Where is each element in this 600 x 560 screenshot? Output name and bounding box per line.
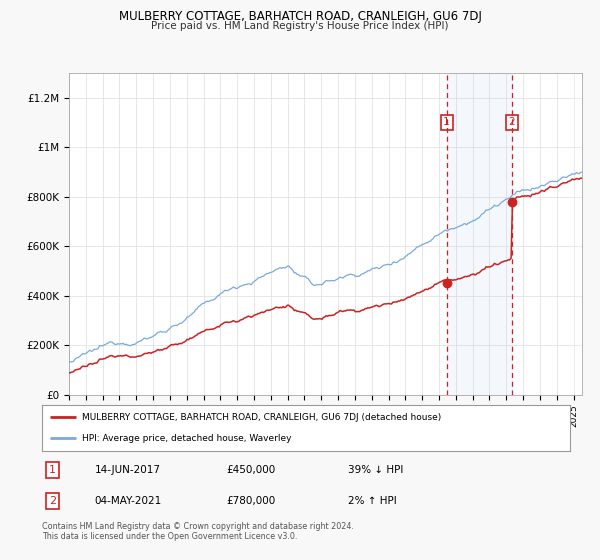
Text: 2: 2 — [49, 496, 56, 506]
Text: 39% ↓ HPI: 39% ↓ HPI — [348, 465, 404, 475]
Text: MULBERRY COTTAGE, BARHATCH ROAD, CRANLEIGH, GU6 7DJ: MULBERRY COTTAGE, BARHATCH ROAD, CRANLEI… — [119, 10, 481, 23]
Text: £780,000: £780,000 — [227, 496, 276, 506]
Text: MULBERRY COTTAGE, BARHATCH ROAD, CRANLEIGH, GU6 7DJ (detached house): MULBERRY COTTAGE, BARHATCH ROAD, CRANLEI… — [82, 413, 441, 422]
Text: Price paid vs. HM Land Registry's House Price Index (HPI): Price paid vs. HM Land Registry's House … — [151, 21, 449, 31]
Bar — [574, 73, 582, 395]
Text: £450,000: £450,000 — [227, 465, 276, 475]
Text: 1: 1 — [49, 465, 56, 475]
Text: 1: 1 — [443, 118, 450, 127]
Text: 2% ↑ HPI: 2% ↑ HPI — [348, 496, 397, 506]
Text: HPI: Average price, detached house, Waverley: HPI: Average price, detached house, Wave… — [82, 434, 291, 443]
Text: 04-MAY-2021: 04-MAY-2021 — [95, 496, 162, 506]
Text: 14-JUN-2017: 14-JUN-2017 — [95, 465, 161, 475]
Text: Contains HM Land Registry data © Crown copyright and database right 2024.
This d: Contains HM Land Registry data © Crown c… — [42, 522, 354, 542]
Bar — [446, 73, 512, 395]
Text: 2: 2 — [509, 118, 515, 127]
